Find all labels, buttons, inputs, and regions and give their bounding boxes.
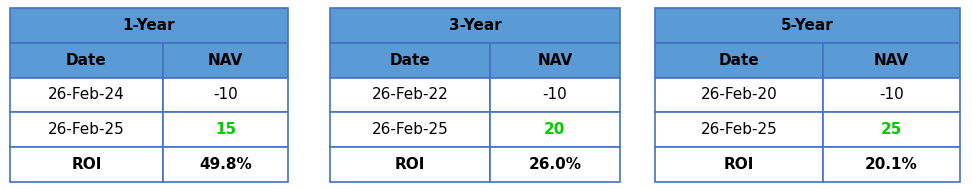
Text: 1-Year: 1-Year (122, 18, 175, 33)
Text: NAV: NAV (538, 53, 573, 68)
Text: 26-Feb-25: 26-Feb-25 (371, 122, 448, 137)
Text: 15: 15 (215, 122, 236, 137)
Text: -10: -10 (879, 88, 904, 102)
Text: 5-Year: 5-Year (781, 18, 834, 33)
Text: 20: 20 (544, 122, 566, 137)
Text: Date: Date (718, 53, 759, 68)
Text: NAV: NAV (874, 53, 909, 68)
Text: 26-Feb-20: 26-Feb-20 (701, 88, 778, 102)
Text: ROI: ROI (71, 157, 102, 172)
Text: 20.1%: 20.1% (865, 157, 918, 172)
Text: ROI: ROI (724, 157, 754, 172)
Text: Date: Date (66, 53, 107, 68)
Text: 49.8%: 49.8% (199, 157, 252, 172)
Text: 26-Feb-25: 26-Feb-25 (48, 122, 124, 137)
Text: 26-Feb-24: 26-Feb-24 (48, 88, 124, 102)
Text: 3-Year: 3-Year (449, 18, 502, 33)
Text: Date: Date (390, 53, 431, 68)
Text: 26-Feb-22: 26-Feb-22 (371, 88, 448, 102)
Text: -10: -10 (542, 88, 567, 102)
Text: -10: -10 (213, 88, 238, 102)
Text: ROI: ROI (395, 157, 425, 172)
Text: NAV: NAV (208, 53, 243, 68)
Text: 26-Feb-25: 26-Feb-25 (701, 122, 778, 137)
Text: 26.0%: 26.0% (528, 157, 581, 172)
Text: 25: 25 (881, 122, 902, 137)
